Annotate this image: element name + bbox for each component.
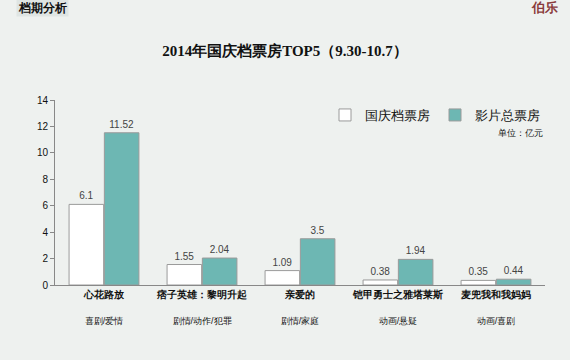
svg-text:6: 6 <box>42 200 48 211</box>
svg-text:14: 14 <box>37 95 49 106</box>
svg-text:麦兜我和我妈妈动画/喜剧: 麦兜我和我妈妈动画/喜剧 <box>460 289 531 326</box>
svg-text:4: 4 <box>42 227 48 238</box>
svg-text:3.5: 3.5 <box>310 225 324 236</box>
svg-text:0.44: 0.44 <box>504 265 524 276</box>
svg-text:痞子英雄：黎明升起剧情/动作/犯罪: 痞子英雄：黎明升起剧情/动作/犯罪 <box>156 289 247 326</box>
svg-text:心花路放喜剧/爱情: 心花路放喜剧/爱情 <box>83 289 125 326</box>
svg-text:铠甲勇士之雅塔莱斯动画/悬疑: 铠甲勇士之雅塔莱斯动画/悬疑 <box>352 289 443 326</box>
svg-text:2: 2 <box>42 253 48 264</box>
svg-text:1.55: 1.55 <box>174 251 194 262</box>
svg-text:6.1: 6.1 <box>79 190 93 201</box>
svg-text:影片总票房: 影片总票房 <box>475 108 540 123</box>
svg-text:伯乐: 伯乐 <box>531 0 558 15</box>
svg-text:1.94: 1.94 <box>406 245 426 256</box>
svg-text:0.35: 0.35 <box>468 266 488 277</box>
svg-text:2014年国庆档票房TOP5（9.30-10.7）: 2014年国庆档票房TOP5（9.30-10.7） <box>162 42 408 59</box>
svg-text:0.38: 0.38 <box>370 266 390 277</box>
svg-text:11.52: 11.52 <box>109 119 134 130</box>
svg-text:2.04: 2.04 <box>210 244 230 255</box>
svg-text:亲爱的剧情/家庭: 亲爱的剧情/家庭 <box>281 289 320 326</box>
svg-text:国庆档票房: 国庆档票房 <box>365 108 430 123</box>
svg-text:12: 12 <box>37 121 49 132</box>
svg-text:1.09: 1.09 <box>272 257 292 268</box>
svg-text:8: 8 <box>42 174 48 185</box>
svg-text:档期分析: 档期分析 <box>18 1 67 15</box>
svg-text:单位：亿元: 单位：亿元 <box>498 128 543 138</box>
svg-text:0: 0 <box>42 280 48 291</box>
svg-text:10: 10 <box>37 147 49 158</box>
